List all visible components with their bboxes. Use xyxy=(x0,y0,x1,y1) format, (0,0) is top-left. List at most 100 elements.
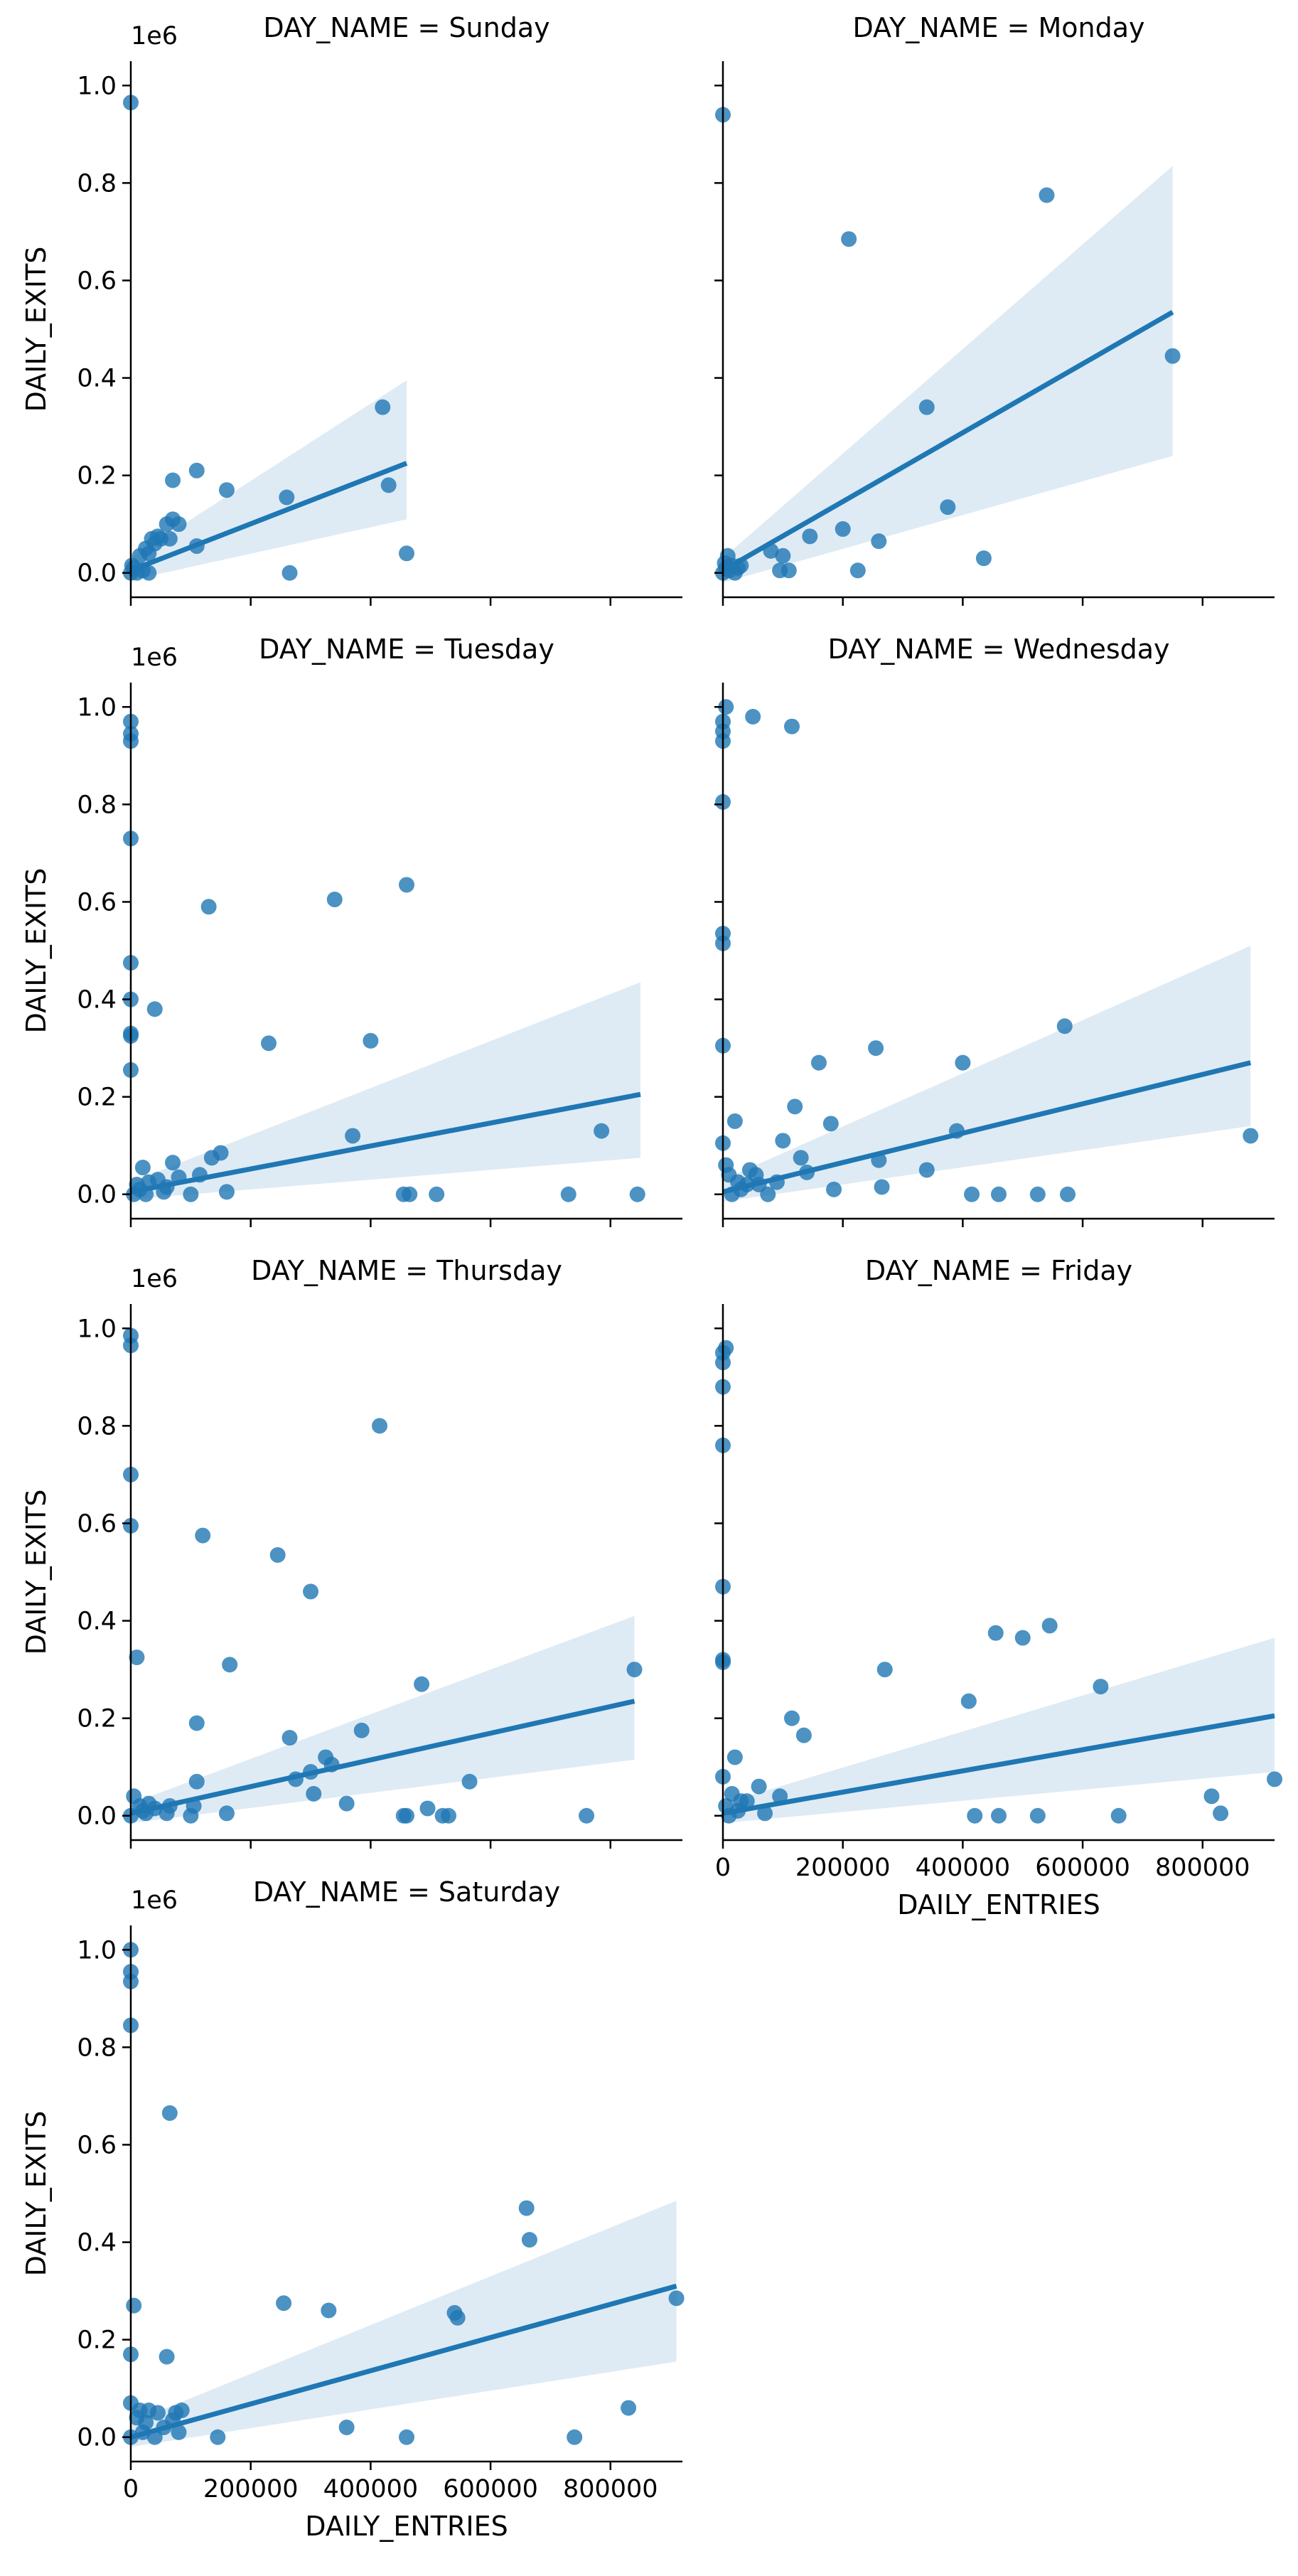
scatter-point xyxy=(718,699,734,715)
scatter-point xyxy=(1203,1788,1220,1805)
scatter-point xyxy=(171,516,187,533)
y-axis-label: DAILY_EXITS xyxy=(21,1490,52,1655)
panel-title: DAY_NAME = Friday xyxy=(865,1255,1132,1286)
scatter-point xyxy=(188,1715,205,1731)
x-tick-label: 400000 xyxy=(323,2475,419,2503)
scatter-point xyxy=(380,477,397,493)
scatter-point xyxy=(399,2429,414,2445)
confidence-band xyxy=(723,946,1251,1202)
scatter-point xyxy=(165,472,181,488)
scatter-point xyxy=(784,718,800,734)
y-tick-label: 0.8 xyxy=(77,791,117,819)
scatter-point xyxy=(218,482,235,498)
scatter-point xyxy=(399,1807,414,1824)
x-tick-label: 200000 xyxy=(795,1854,891,1882)
scatter-point xyxy=(1039,187,1055,203)
scatter-point xyxy=(321,2302,337,2319)
scatter-point xyxy=(518,2200,535,2216)
scatter-point xyxy=(419,1800,436,1817)
scatter-point xyxy=(1056,1018,1073,1035)
scatter-point xyxy=(173,2403,190,2419)
scatter-point xyxy=(871,533,887,550)
scatter-point xyxy=(775,1133,791,1149)
scatter-point xyxy=(218,1805,235,1822)
scatter-point xyxy=(629,1186,645,1202)
y-offset-label: 1e6 xyxy=(131,22,178,50)
y-tick-label: 0.8 xyxy=(77,1412,117,1441)
y-tick-label: 0.4 xyxy=(77,365,117,393)
y-tick-label: 0.0 xyxy=(77,1802,117,1831)
scatter-point xyxy=(1041,1618,1058,1634)
scatter-point xyxy=(213,1145,229,1161)
scatter-point xyxy=(1213,1805,1229,1822)
y-tick-label: 1.0 xyxy=(77,1936,117,1965)
x-tick-label: 600000 xyxy=(1035,1854,1130,1882)
scatter-point xyxy=(967,1807,983,1824)
scatter-point xyxy=(521,2232,537,2248)
confidence-band xyxy=(131,380,407,581)
y-axis-label: DAILY_EXITS xyxy=(21,868,52,1034)
x-axis-label: DAILY_ENTRIES xyxy=(305,2511,508,2542)
regression-line xyxy=(130,1699,635,1816)
scatter-point xyxy=(372,1418,388,1434)
scatter-point xyxy=(726,1113,743,1129)
scatter-point xyxy=(146,1001,163,1017)
scatter-point xyxy=(726,1749,743,1765)
x-tick-label: 800000 xyxy=(1155,1854,1250,1882)
scatter-point xyxy=(810,1054,827,1071)
scatter-point xyxy=(429,1186,445,1202)
y-tick-label: 0.0 xyxy=(77,1181,117,1209)
confidence-band xyxy=(131,982,640,1199)
scatter-point xyxy=(822,1116,839,1132)
panel-title: DAY_NAME = Sunday xyxy=(263,12,549,43)
scatter-point xyxy=(338,1795,355,1812)
scatter-point xyxy=(1243,1128,1259,1144)
scatter-point xyxy=(138,2415,154,2431)
panel-title: DAY_NAME = Tuesday xyxy=(259,634,554,665)
scatter-point xyxy=(210,2429,226,2445)
scatter-point xyxy=(269,1547,286,1564)
scatter-point xyxy=(567,2429,583,2445)
scatter-point xyxy=(802,528,818,545)
scatter-point xyxy=(345,1128,361,1144)
scatter-point xyxy=(222,1657,238,1673)
regression-line xyxy=(722,309,1174,573)
scatter-point xyxy=(279,489,295,506)
scatter-point xyxy=(964,1186,980,1202)
regression-line xyxy=(130,1091,641,1195)
scatter-point xyxy=(991,1807,1007,1824)
scatter-point xyxy=(826,1181,842,1197)
regression-line xyxy=(722,1713,1275,1816)
y-offset-label: 1e6 xyxy=(131,1265,178,1293)
scatter-point xyxy=(449,2309,466,2326)
scatter-point xyxy=(1093,1679,1109,1695)
scatter-point xyxy=(134,1160,151,1176)
regression-line xyxy=(129,461,408,573)
x-tick-label: 200000 xyxy=(203,2475,299,2503)
y-tick-label: 0.2 xyxy=(77,462,117,491)
y-tick-label: 0.6 xyxy=(77,267,117,295)
scatter-point xyxy=(281,565,298,581)
scatter-point xyxy=(751,1778,767,1795)
scatter-point xyxy=(399,545,414,562)
scatter-point xyxy=(775,547,791,564)
scatter-point xyxy=(129,1649,145,1665)
scatter-point xyxy=(876,1662,893,1678)
y-tick-label: 0.0 xyxy=(77,560,117,588)
y-tick-label: 0.2 xyxy=(77,2326,117,2355)
scatter-point xyxy=(171,2424,187,2440)
scatter-point xyxy=(183,1186,199,1202)
scatter-point xyxy=(849,562,866,579)
scatter-point xyxy=(1164,348,1181,364)
y-tick-label: 0.8 xyxy=(77,2033,117,2062)
scatter-point xyxy=(784,1710,800,1726)
scatter-point xyxy=(1267,1771,1282,1787)
scatter-point xyxy=(276,2295,292,2312)
scatter-point xyxy=(1110,1807,1127,1824)
scatter-point xyxy=(159,2348,175,2365)
scatter-point xyxy=(402,1186,418,1202)
scatter-point xyxy=(594,1123,610,1139)
scatter-point xyxy=(161,530,178,547)
scatter-point xyxy=(1060,1186,1076,1202)
scatter-point xyxy=(338,2420,355,2436)
